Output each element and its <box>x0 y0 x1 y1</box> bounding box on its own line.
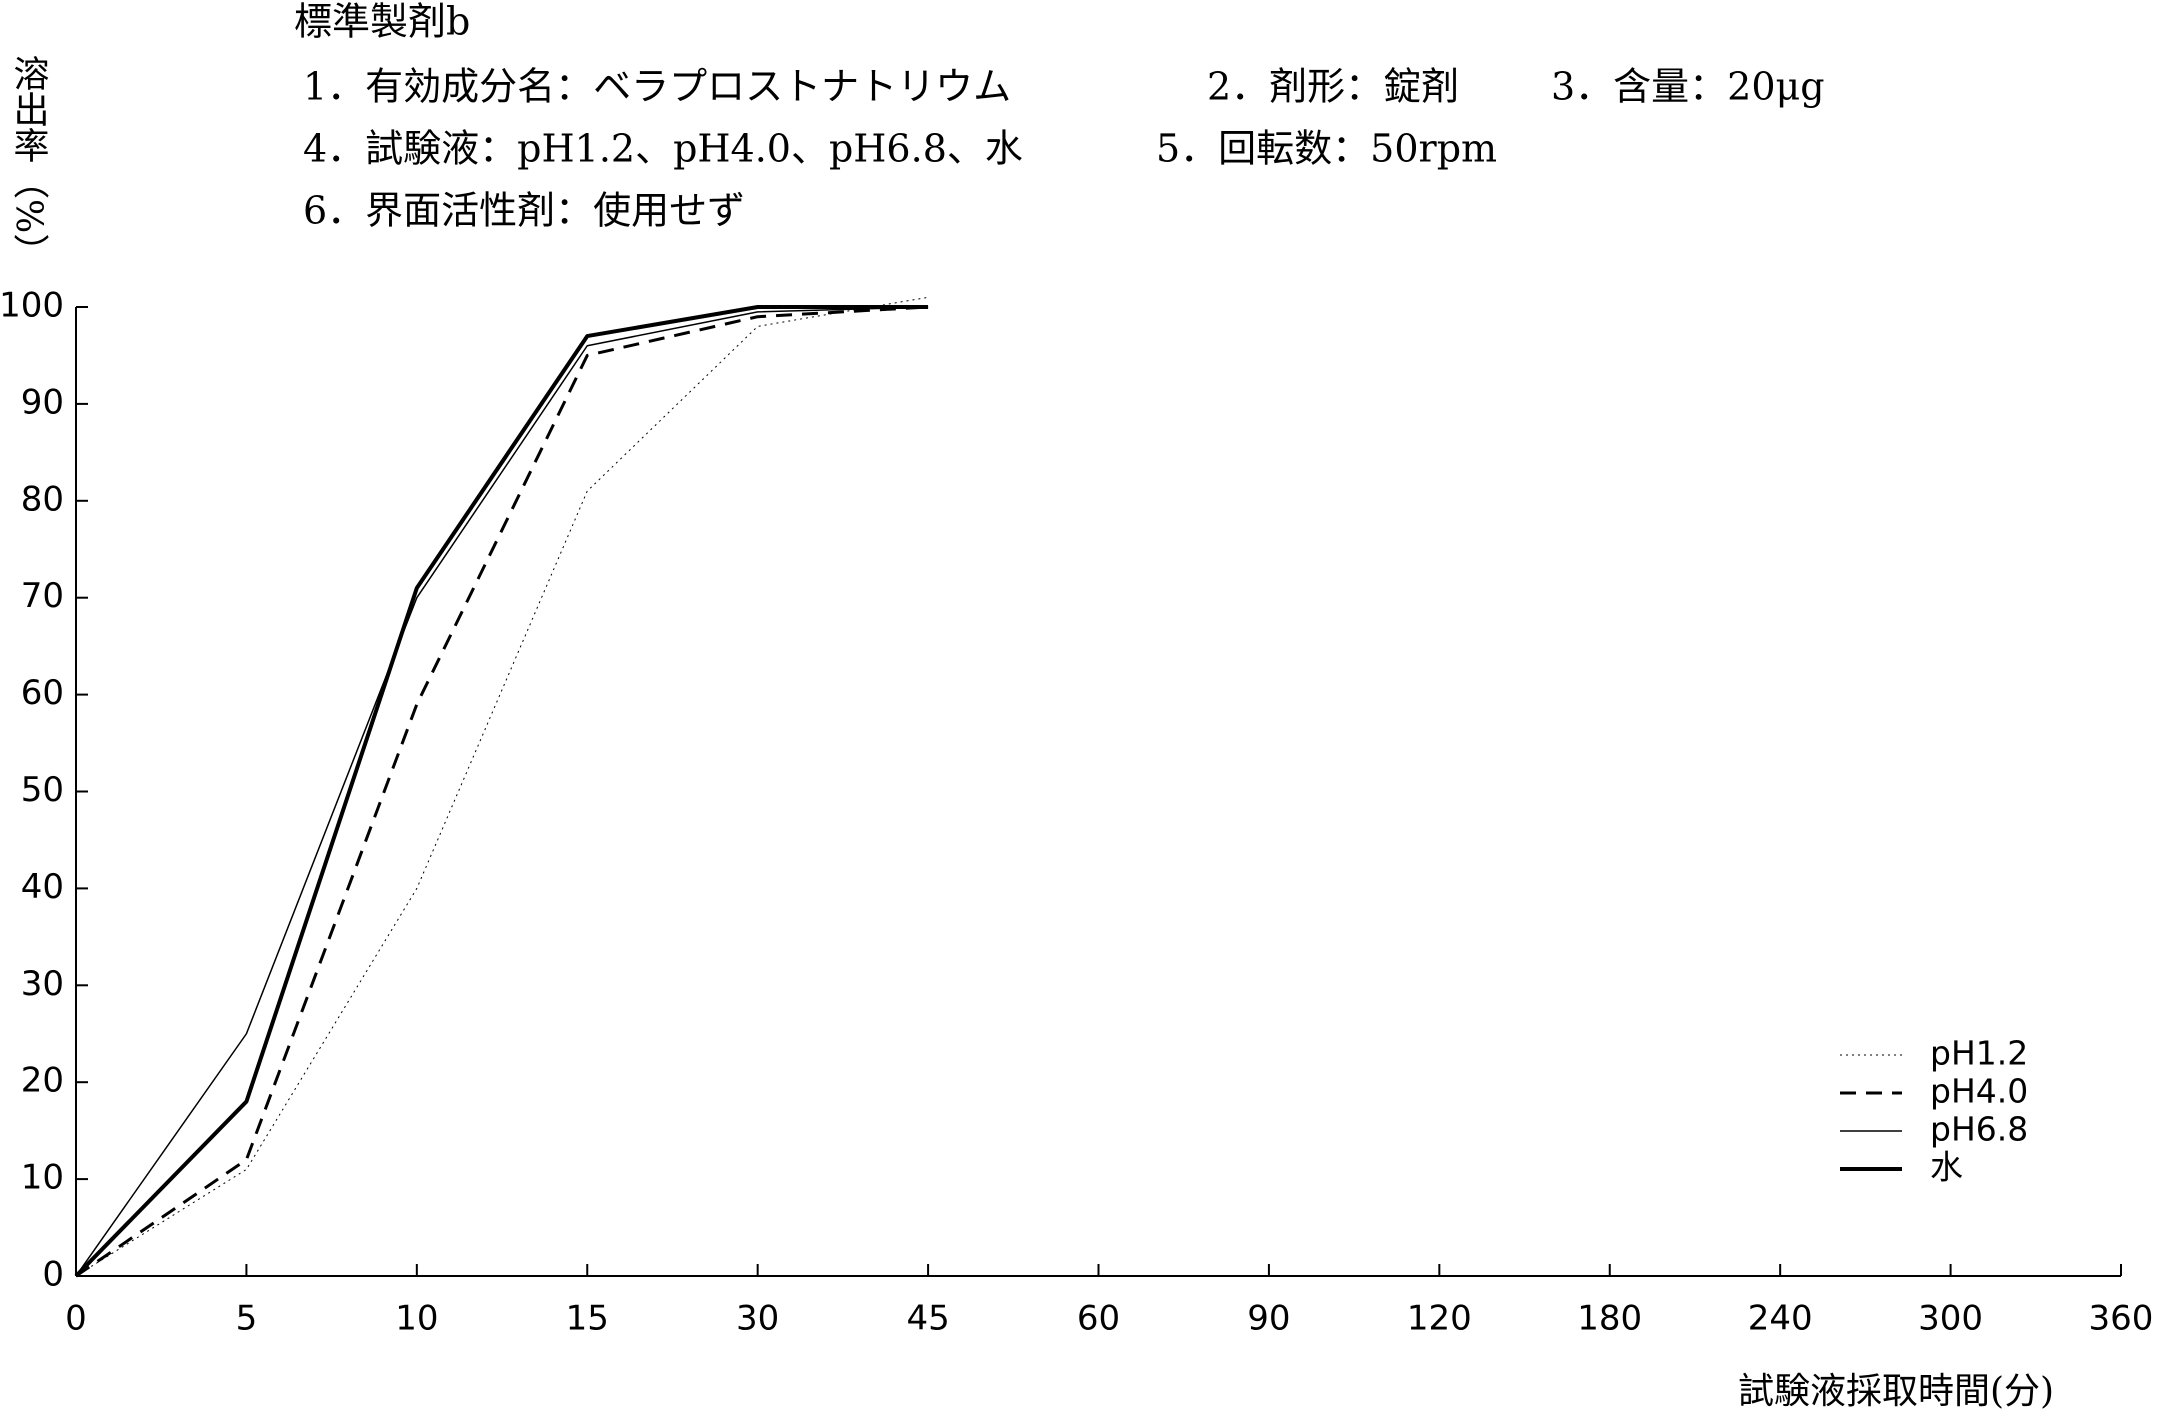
y-tick-label: 0 <box>42 1255 64 1295</box>
series-line <box>75 305 929 1278</box>
series-line <box>74 305 929 1278</box>
y-tick-label: 100 <box>0 286 64 326</box>
x-tick-label: 30 <box>736 1299 779 1339</box>
x-tick-label: 15 <box>566 1299 609 1339</box>
legend-label: pH4.0 <box>1930 1072 2028 1111</box>
y-tick-label: 20 <box>21 1061 64 1101</box>
x-tick-label: 300 <box>1918 1299 1983 1339</box>
header-item: 2．剤形：錠剤 <box>1207 65 1459 109</box>
header-item: 4．試験液：pH1.2、pH4.0、pH6.8、水 <box>303 127 1023 171</box>
y-axis-label: 溶出率（%） <box>8 55 50 270</box>
y-tick-label: 40 <box>21 867 64 907</box>
y-tick-label: 80 <box>21 479 64 519</box>
x-tick-label: 360 <box>2089 1299 2154 1339</box>
header-item: 1．有効成分名：ベラプロストナトリウム <box>303 65 1011 109</box>
x-tick-label: 120 <box>1407 1299 1472 1339</box>
legend-label: 水 <box>1930 1148 1963 1187</box>
x-axis-label: 試験液採取時間(分) <box>1738 1371 2054 1412</box>
header-item: 5．回転数：50rpm <box>1156 127 1497 171</box>
y-tick-label: 60 <box>21 673 64 713</box>
x-tick-label: 240 <box>1748 1299 1813 1339</box>
x-tick-label: 5 <box>236 1299 258 1339</box>
x-tick-label: 10 <box>395 1299 438 1339</box>
x-tick-label: 90 <box>1247 1299 1290 1339</box>
header-item: 6．界面活性剤：使用せず <box>303 189 745 233</box>
x-tick-label: 45 <box>906 1299 949 1339</box>
y-tick-label: 70 <box>21 576 64 616</box>
x-tick-label: 180 <box>1577 1299 1642 1339</box>
header-title: 標準製剤b <box>294 0 470 44</box>
x-tick-label: 0 <box>65 1299 87 1339</box>
series-line <box>75 306 929 1277</box>
y-tick-label: 30 <box>21 964 64 1004</box>
x-tick-label: 60 <box>1077 1299 1120 1339</box>
legend-label: pH6.8 <box>1930 1110 2028 1149</box>
y-tick-label: 90 <box>21 382 64 422</box>
legend-label: pH1.2 <box>1930 1034 2028 1073</box>
y-tick-label: 10 <box>21 1158 64 1198</box>
series-line <box>75 296 929 1277</box>
y-tick-label: 50 <box>21 770 64 810</box>
header-item: 3．含量：20μg <box>1551 65 1825 109</box>
